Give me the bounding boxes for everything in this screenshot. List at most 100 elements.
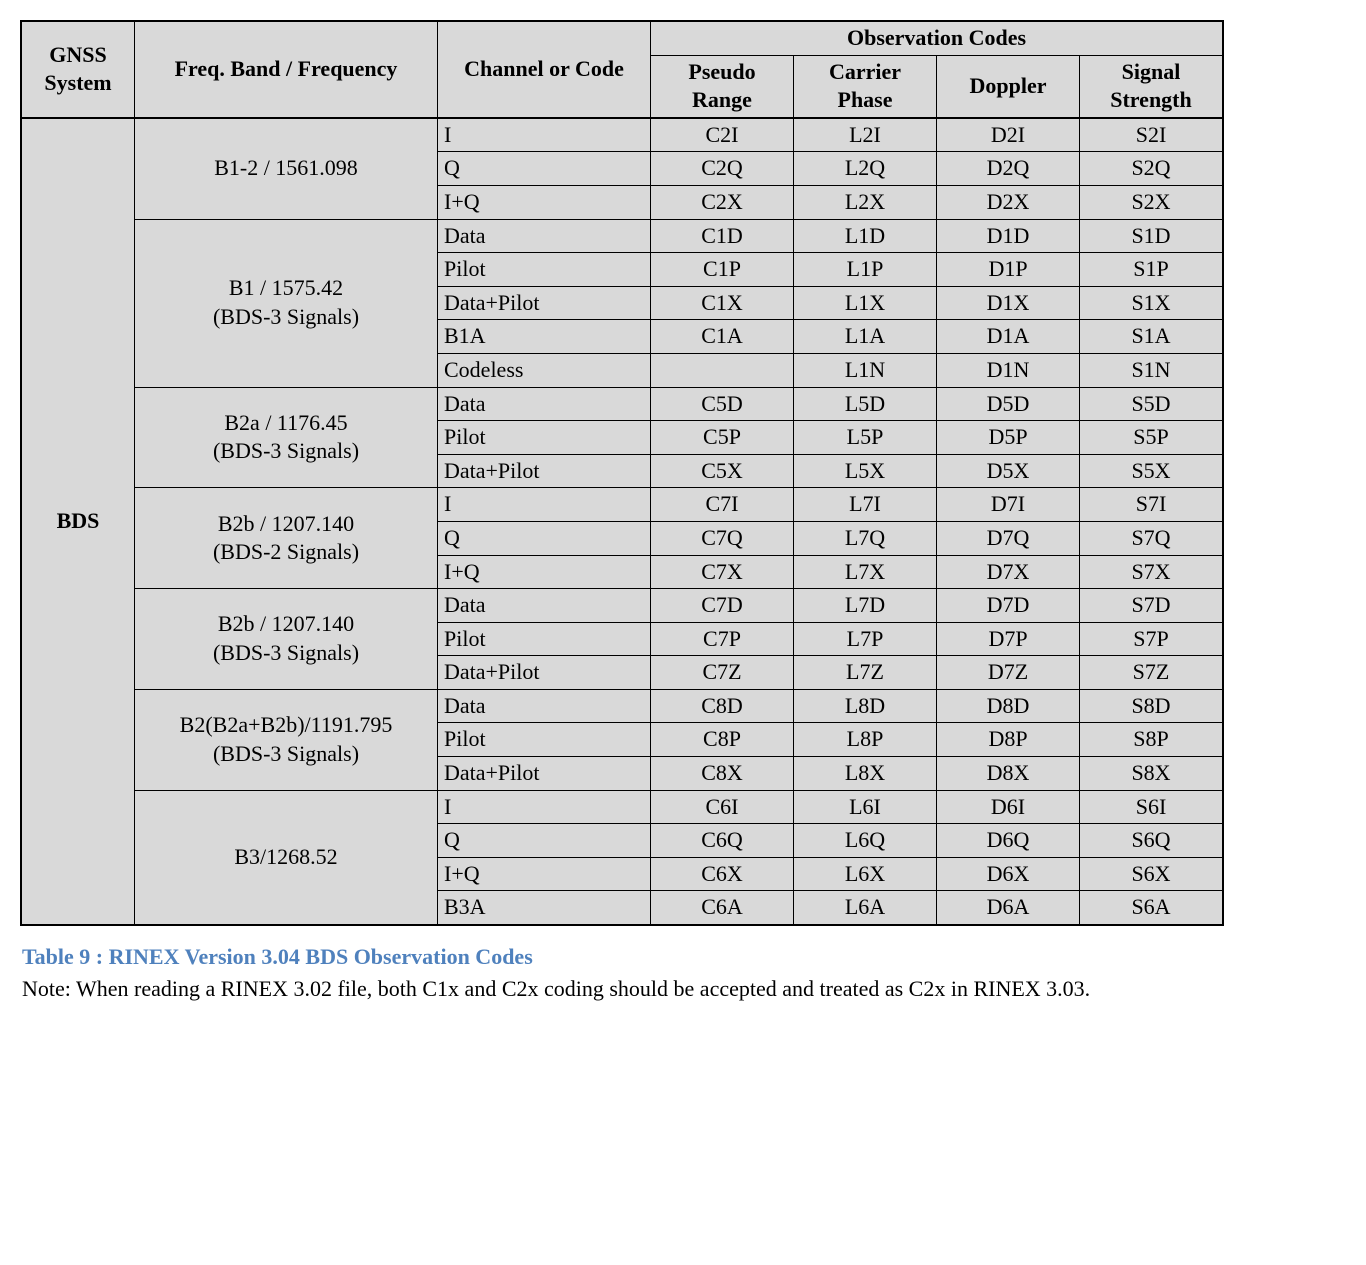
obs-cell: S1A	[1080, 320, 1224, 354]
obs-cell: D7Z	[937, 656, 1080, 690]
gnss-system-cell: BDS	[21, 118, 135, 925]
obs-cell: D1P	[937, 253, 1080, 287]
obs-cell: D5D	[937, 387, 1080, 421]
obs-cell: L6A	[794, 891, 937, 925]
obs-cell: S6X	[1080, 857, 1224, 891]
obs-cell: D7X	[937, 555, 1080, 589]
channel-cell: Q	[438, 824, 651, 858]
obs-cell: S7I	[1080, 488, 1224, 522]
obs-cell: L6I	[794, 790, 937, 824]
table-row: B2b / 1207.140(BDS-3 Signals)DataC7DL7DD…	[21, 589, 1223, 623]
obs-cell: C6Q	[651, 824, 794, 858]
obs-cell: S7D	[1080, 589, 1224, 623]
obs-cell: L8X	[794, 757, 937, 791]
channel-cell: Data+Pilot	[438, 454, 651, 488]
channel-cell: Pilot	[438, 723, 651, 757]
freq-band-cell: B2a / 1176.45(BDS-3 Signals)	[135, 387, 438, 488]
obs-cell: D1D	[937, 219, 1080, 253]
obs-cell: L6X	[794, 857, 937, 891]
obs-cell: S8X	[1080, 757, 1224, 791]
obs-cell: S7Q	[1080, 521, 1224, 555]
obs-cell: D7D	[937, 589, 1080, 623]
obs-cell: D8D	[937, 689, 1080, 723]
obs-cell: L1N	[794, 353, 937, 387]
obs-cell: S2Q	[1080, 152, 1224, 186]
freq-band-cell: B3/1268.52	[135, 790, 438, 925]
obs-cell: L6Q	[794, 824, 937, 858]
obs-cell: C8D	[651, 689, 794, 723]
obs-cell: S5P	[1080, 421, 1224, 455]
obs-cell: L1X	[794, 286, 937, 320]
header-gnss: GNSS System	[21, 21, 135, 118]
obs-cell: S5D	[1080, 387, 1224, 421]
freq-band-cell: B1 / 1575.42(BDS-3 Signals)	[135, 219, 438, 387]
obs-cell: C2I	[651, 118, 794, 152]
channel-cell: Codeless	[438, 353, 651, 387]
obs-cell: D1X	[937, 286, 1080, 320]
obs-cell: D7I	[937, 488, 1080, 522]
obs-cell: D8X	[937, 757, 1080, 791]
obs-cell: C1X	[651, 286, 794, 320]
channel-cell: Pilot	[438, 421, 651, 455]
freq-band-cell: B2b / 1207.140(BDS-3 Signals)	[135, 589, 438, 690]
obs-cell: S2I	[1080, 118, 1224, 152]
obs-cell: D1A	[937, 320, 1080, 354]
obs-cell: C7P	[651, 622, 794, 656]
obs-cell: S1X	[1080, 286, 1224, 320]
obs-cell: L7I	[794, 488, 937, 522]
header-freq: Freq. Band / Frequency	[135, 21, 438, 118]
channel-cell: I	[438, 488, 651, 522]
obs-cell: C6A	[651, 891, 794, 925]
obs-cell: D8P	[937, 723, 1080, 757]
channel-cell: Data+Pilot	[438, 757, 651, 791]
channel-cell: B1A	[438, 320, 651, 354]
obs-cell: S1P	[1080, 253, 1224, 287]
channel-cell: I	[438, 118, 651, 152]
obs-cell: L2Q	[794, 152, 937, 186]
obs-cell: S5X	[1080, 454, 1224, 488]
table-row: B1 / 1575.42(BDS-3 Signals)DataC1DL1DD1D…	[21, 219, 1223, 253]
obs-cell: L7Q	[794, 521, 937, 555]
channel-cell: Pilot	[438, 253, 651, 287]
channel-cell: Data	[438, 589, 651, 623]
table-row: B2(B2a+B2b)/1191.795(BDS-3 Signals)DataC…	[21, 689, 1223, 723]
channel-cell: Data	[438, 219, 651, 253]
table-body: BDSB1-2 / 1561.098IC2IL2ID2IS2IQC2QL2QD2…	[21, 118, 1223, 925]
obs-cell: D1N	[937, 353, 1080, 387]
header-obs-group: Observation Codes	[651, 21, 1224, 55]
obs-cell: D5P	[937, 421, 1080, 455]
obs-cell: D5X	[937, 454, 1080, 488]
table-row: B2b / 1207.140(BDS-2 Signals)IC7IL7ID7IS…	[21, 488, 1223, 522]
obs-cell: L1P	[794, 253, 937, 287]
table-row: BDSB1-2 / 1561.098IC2IL2ID2IS2I	[21, 118, 1223, 152]
obs-cell: L1D	[794, 219, 937, 253]
header-pseudo-range: Pseudo Range	[651, 55, 794, 118]
obs-cell: D2I	[937, 118, 1080, 152]
channel-cell: I+Q	[438, 185, 651, 219]
obs-cell: C1D	[651, 219, 794, 253]
obs-cell: C1A	[651, 320, 794, 354]
obs-cell: D6A	[937, 891, 1080, 925]
obs-cell: S7Z	[1080, 656, 1224, 690]
obs-cell: C7Q	[651, 521, 794, 555]
obs-cell: L5P	[794, 421, 937, 455]
obs-cell: D6X	[937, 857, 1080, 891]
obs-cell: C5P	[651, 421, 794, 455]
obs-cell: L5X	[794, 454, 937, 488]
obs-cell: L2I	[794, 118, 937, 152]
obs-cell: D2X	[937, 185, 1080, 219]
channel-cell: I+Q	[438, 857, 651, 891]
observation-codes-table: GNSS System Freq. Band / Frequency Chann…	[20, 20, 1224, 926]
obs-cell: C7D	[651, 589, 794, 623]
obs-cell: C8P	[651, 723, 794, 757]
channel-cell: Data	[438, 689, 651, 723]
obs-cell: C8X	[651, 757, 794, 791]
obs-cell: D7P	[937, 622, 1080, 656]
obs-cell: L8P	[794, 723, 937, 757]
channel-cell: I+Q	[438, 555, 651, 589]
obs-cell: S7X	[1080, 555, 1224, 589]
freq-band-cell: B2b / 1207.140(BDS-2 Signals)	[135, 488, 438, 589]
obs-cell: S2X	[1080, 185, 1224, 219]
obs-cell: D6Q	[937, 824, 1080, 858]
channel-cell: Data+Pilot	[438, 656, 651, 690]
